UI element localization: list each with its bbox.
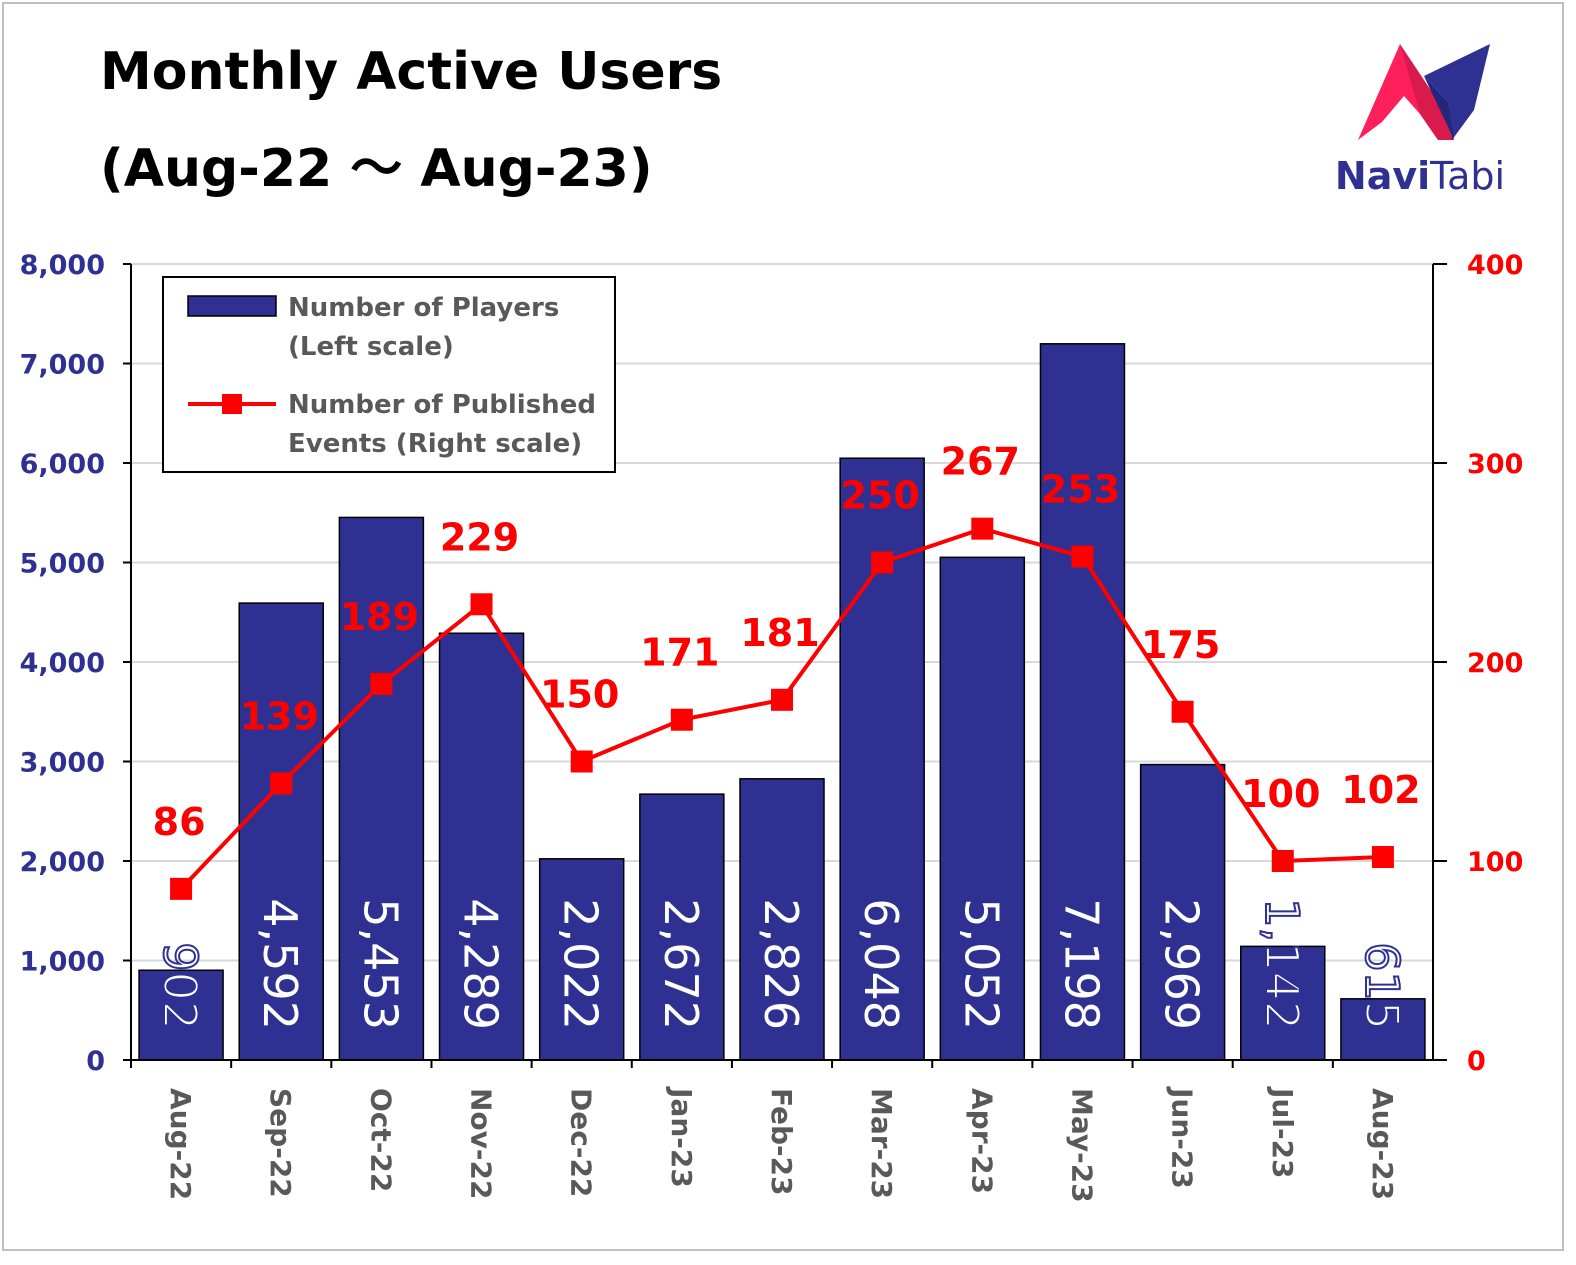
bar xyxy=(939,556,1026,1061)
legend: Number of Players (Left scale) Number of P… xyxy=(162,276,616,473)
line-marker xyxy=(670,708,693,731)
line-marker xyxy=(1071,545,1094,568)
legend-label: Events (Right scale) xyxy=(288,429,582,459)
logo-wordmark: NaviTabi xyxy=(1334,154,1506,198)
bar-data-labels: 902 4,592 5,453 4,289 2,022 2,672 2,826 6,048 5,… xyxy=(152,897,1410,1031)
navitabi-logo: NaviTabi xyxy=(1320,36,1520,206)
x-tick-label: Mar-23 xyxy=(865,1088,898,1199)
line-value-label: 253 xyxy=(1041,468,1120,512)
bar-value-label: 7,198 xyxy=(1054,898,1108,1030)
line-marker xyxy=(771,688,793,711)
right-tick-label: 200 xyxy=(1467,648,1523,679)
x-tick-label: Apr-23 xyxy=(965,1088,998,1194)
axes: 0 1,000 2,000 3,000 4,000 5,000 6,000 7,000 8,00… xyxy=(20,250,1524,1203)
bar-value-label: 2,022 xyxy=(554,898,608,1030)
legend-swatch-bar xyxy=(187,295,277,317)
line-marker xyxy=(1271,850,1294,872)
navitabi-logo-icon xyxy=(1358,44,1490,140)
bar-value-label: 4,592 xyxy=(253,898,307,1030)
legend-label: (Left scale) xyxy=(288,332,454,362)
x-tick-label: Sep-22 xyxy=(264,1088,297,1198)
left-tick-label: 4,000 xyxy=(20,648,105,679)
line-value-label: 250 xyxy=(840,474,919,518)
line-value-label: 150 xyxy=(540,673,619,717)
x-tick-label: Nov-22 xyxy=(465,1088,498,1200)
line-value-label: 175 xyxy=(1141,623,1220,667)
line-value-label: 267 xyxy=(941,440,1020,484)
line-series xyxy=(170,517,1394,900)
bar xyxy=(438,632,525,1061)
bar-value-label: 6,048 xyxy=(854,898,908,1030)
line-marker xyxy=(170,877,193,900)
line-value-label: 102 xyxy=(1341,768,1420,812)
bar-value-label: 2,672 xyxy=(654,898,708,1030)
line-marker xyxy=(1171,700,1194,723)
right-tick-label: 300 xyxy=(1467,449,1523,480)
bar-value-label: 1,142 xyxy=(1255,898,1309,1030)
line-data-labels: 86 139 189 229 150 171 181 250 267 253 175 100 102 xyxy=(153,440,1421,844)
left-tick-label: 3,000 xyxy=(20,748,105,779)
line-value-label: 189 xyxy=(340,595,419,639)
line-value-label: 139 xyxy=(240,694,319,738)
line-marker xyxy=(270,772,293,795)
chart-title: Monthly Active Users xyxy=(100,42,723,102)
bar xyxy=(538,858,625,1061)
line-marker xyxy=(871,551,894,574)
legend-label: Number of Published xyxy=(288,390,596,420)
bar-value-label: 615 xyxy=(1355,942,1409,1030)
line-marker xyxy=(570,750,593,773)
line-value-label: 86 xyxy=(153,800,206,844)
bar xyxy=(739,778,825,1061)
legend-swatch-marker xyxy=(222,394,242,414)
x-tick-label: May-23 xyxy=(1065,1088,1098,1203)
bar xyxy=(639,793,725,1061)
line-value-label: 181 xyxy=(740,611,819,655)
legend-label: Number of Players xyxy=(288,293,559,323)
x-tick-label: Jun-23 xyxy=(1166,1086,1199,1189)
bar-value-label: 2,969 xyxy=(1155,898,1209,1030)
left-tick-label: 7,000 xyxy=(20,350,105,381)
line-marker xyxy=(370,672,393,695)
bar-value-label: 5,052 xyxy=(954,898,1008,1030)
left-tick-label: 1,000 xyxy=(20,947,105,978)
line-value-label: 171 xyxy=(640,631,719,675)
line-value-label: 100 xyxy=(1241,772,1320,816)
chart-frame xyxy=(2,2,1564,1251)
x-tick-label: Aug-23 xyxy=(1366,1088,1399,1200)
bar-value-label: 2,826 xyxy=(754,898,808,1030)
bar xyxy=(1340,998,1426,1061)
x-tick-label: Feb-23 xyxy=(765,1088,798,1196)
right-tick-label: 100 xyxy=(1467,847,1523,878)
bar xyxy=(1139,763,1226,1061)
line-marker xyxy=(470,593,493,616)
line-value-label: 229 xyxy=(440,515,519,559)
bar-value-label: 4,289 xyxy=(454,898,508,1030)
left-tick-label: 8,000 xyxy=(20,250,105,281)
left-tick-label: 0 xyxy=(86,1046,105,1077)
chart-subtitle: (Aug-22 ～ Aug-23) xyxy=(100,139,653,199)
bar xyxy=(138,969,224,1061)
x-tick-label: Oct-22 xyxy=(364,1088,397,1192)
bar-series xyxy=(138,343,1426,1061)
left-tick-label: 2,000 xyxy=(20,847,105,878)
x-tick-label: Jan-23 xyxy=(665,1086,698,1188)
right-tick-label: 0 xyxy=(1467,1046,1486,1077)
x-tick-label: Aug-22 xyxy=(164,1088,197,1200)
x-tick-label: Dec-22 xyxy=(565,1088,598,1197)
x-tick-label: Jul-23 xyxy=(1266,1086,1299,1179)
right-tick-label: 400 xyxy=(1467,250,1523,281)
line-marker xyxy=(971,517,994,540)
bar-value-label: 902 xyxy=(153,942,207,1030)
line-marker xyxy=(1371,846,1394,869)
left-tick-label: 6,000 xyxy=(20,449,105,480)
bar-value-label: 5,453 xyxy=(353,898,407,1030)
left-tick-label: 5,000 xyxy=(20,549,105,580)
